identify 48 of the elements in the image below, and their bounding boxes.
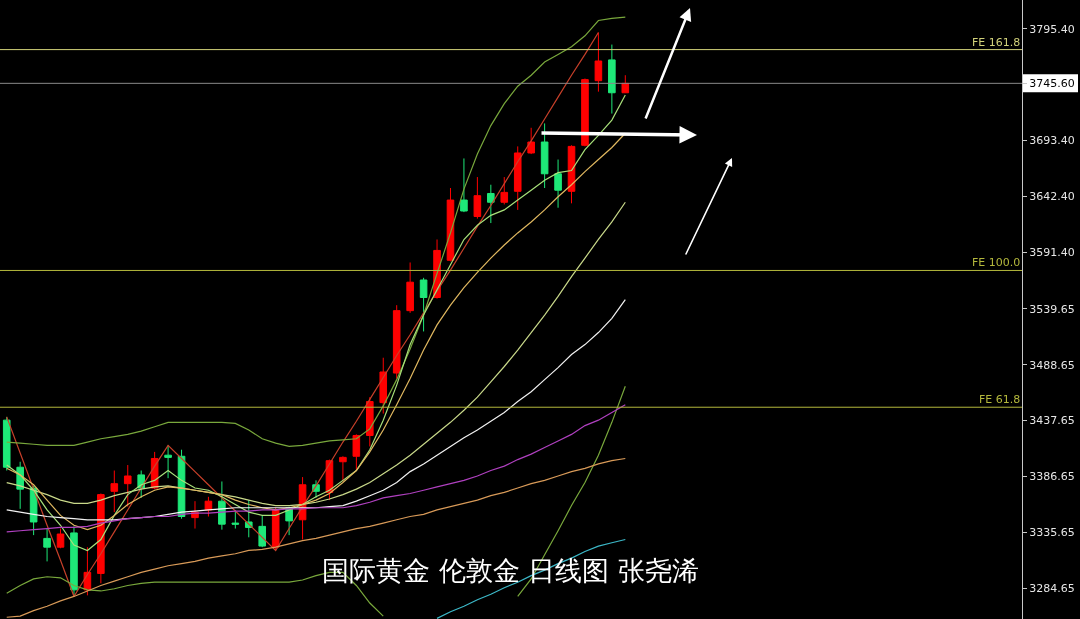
candlestick [123,464,132,508]
candlestick [581,78,589,147]
candlestick [258,514,267,548]
line-series [6,16,626,448]
y-tick-label: 3745.60 [1029,77,1075,91]
y-tick-label: 3795.40 [1029,22,1075,36]
y-tick-label: 3591.40 [1029,246,1075,260]
candlestick [204,496,213,518]
candlestick [473,176,482,220]
candlestick [164,444,172,479]
line-series [6,299,626,521]
candlestick [406,261,414,314]
candlestick [231,509,240,530]
candlestick [540,122,549,189]
candlestick [352,433,361,472]
candlestick [379,357,388,415]
candlestick [339,455,347,482]
candlestick [191,500,199,530]
candlestick [110,470,119,513]
y-tick-label: 3642.40 [1029,190,1075,204]
candlestick [460,157,468,213]
line-series [6,201,626,507]
candlestick [392,304,401,380]
candlestick [500,176,509,205]
candlestick [487,184,495,224]
ref-line-label: FE 100.0 [972,256,1021,269]
candlestick [621,74,630,94]
y-tick-label: 3437.65 [1029,414,1075,428]
ref-line-label: FE 61.8 [979,393,1021,406]
y-tick-label: 3488.65 [1029,358,1075,372]
candlestick [513,145,522,211]
candlestick [527,127,535,155]
ref-line-label: FE 161.8 [972,36,1021,49]
candlestick [70,525,78,597]
y-tick-label: 3284.65 [1029,581,1075,595]
candlestick [554,159,562,209]
candlestick [419,277,428,332]
candlestick [271,507,280,551]
y-tick-label: 3539.65 [1029,302,1075,316]
candlestick [594,32,603,93]
y-tick-label: 3693.40 [1029,134,1075,148]
y-tick-label: 3386.65 [1029,470,1075,484]
line-series [6,404,626,533]
y-tick-label: 3335.65 [1029,526,1075,540]
candlestick [608,44,616,115]
candlestick [56,528,65,549]
candlestick [2,416,11,472]
candlestick [43,528,51,562]
